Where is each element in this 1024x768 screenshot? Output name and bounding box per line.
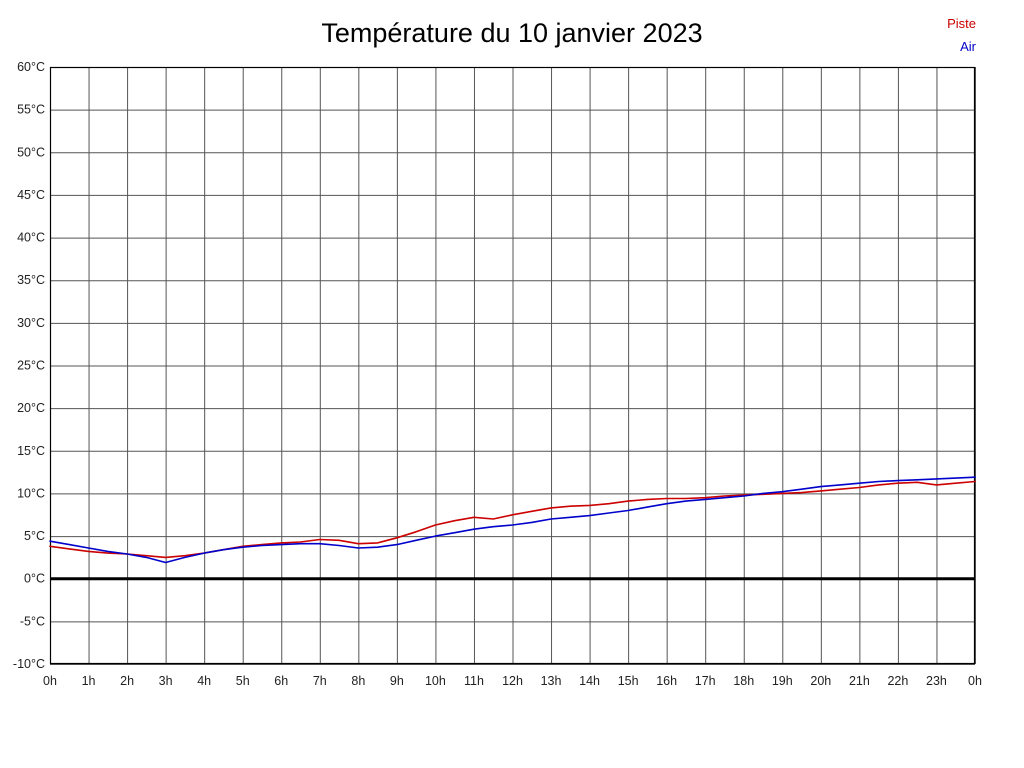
legend: Piste Air: [947, 12, 976, 58]
x-tick-label: 12h: [502, 674, 523, 688]
y-tick-label: 15°C: [17, 444, 45, 458]
air-line: [49, 476, 976, 564]
x-tick-label: 3h: [159, 674, 173, 688]
x-tick-label: 15h: [618, 674, 639, 688]
x-tick-label: 13h: [541, 674, 562, 688]
x-axis-labels: 0h 1h 2h 3h 4h 5h 6h 7h 8h 9h 10h 11h 12h 13h 14h 15h 16…: [43, 674, 982, 688]
x-tick-label: 19h: [772, 674, 793, 688]
legend-item-piste: Piste: [947, 16, 976, 31]
y-tick-label: 40°C: [17, 231, 45, 245]
legend-item-air: Air: [960, 39, 976, 54]
x-tick-label: 16h: [656, 674, 677, 688]
y-tick-label: 10°C: [17, 486, 45, 500]
x-tick-label: 4h: [197, 674, 211, 688]
grid-lines: [50, 67, 976, 665]
x-tick-label: 5h: [236, 674, 250, 688]
y-tick-label: 25°C: [17, 359, 45, 373]
x-tick-label: 11h: [464, 674, 484, 688]
y-tick-label: -5°C: [20, 614, 45, 628]
y-tick-label: -10°C: [13, 657, 45, 671]
x-tick-label: 14h: [579, 674, 600, 688]
y-tick-label: 30°C: [17, 316, 45, 330]
x-tick-label: 6h: [274, 674, 288, 688]
x-tick-label: 1h: [82, 674, 96, 688]
x-tick-label: 17h: [695, 674, 716, 688]
x-tick-label: 9h: [390, 674, 404, 688]
x-tick-label: 2h: [120, 674, 134, 688]
y-tick-label: 45°C: [17, 188, 45, 202]
x-tick-label: 22h: [887, 674, 908, 688]
x-tick-label: 20h: [810, 674, 831, 688]
y-tick-label: 20°C: [17, 401, 45, 415]
y-tick-label: 35°C: [17, 273, 45, 287]
y-tick-label: 50°C: [17, 145, 45, 159]
x-tick-label: 0h: [43, 674, 57, 688]
chart-title: Température du 10 janvier 2023: [321, 18, 703, 48]
x-tick-label: 21h: [849, 674, 870, 688]
y-tick-label: 60°C: [17, 60, 45, 74]
x-tick-label: 8h: [351, 674, 365, 688]
y-tick-label: 0°C: [24, 572, 45, 586]
x-tick-label: 10h: [425, 674, 446, 688]
y-tick-label: 5°C: [24, 529, 45, 543]
y-axis-labels: 60°C 55°C 50°C 45°C 40°C 35°C 30°C 25°C 20°C 15°C…: [13, 60, 45, 671]
x-tick-label: 18h: [733, 674, 754, 688]
plot-border: [49, 66, 976, 665]
x-tick-label: 23h: [926, 674, 947, 688]
x-tick-label: 0h: [968, 674, 982, 688]
x-tick-label: 7h: [313, 674, 327, 688]
y-tick-label: 55°C: [17, 103, 45, 117]
